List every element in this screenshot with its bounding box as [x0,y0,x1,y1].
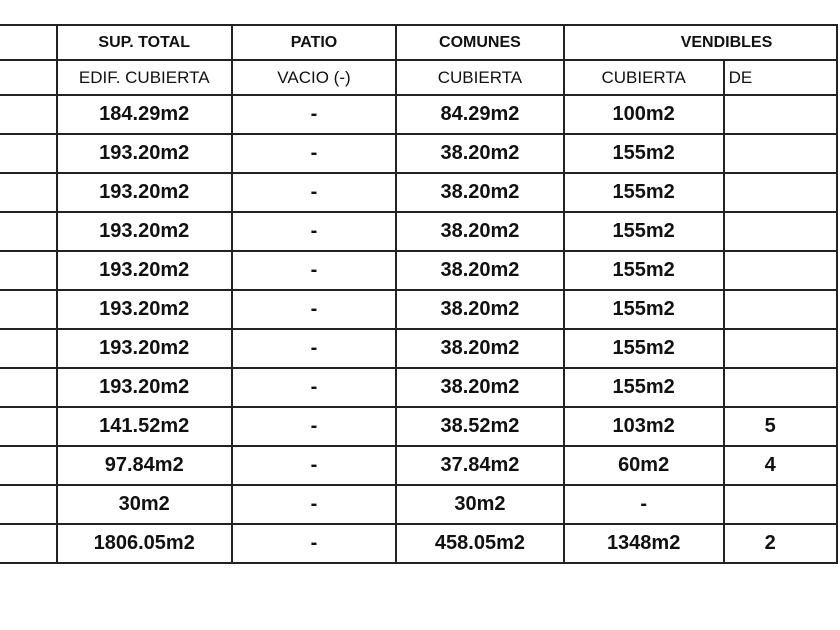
table-cell [722,328,839,369]
table-cell: 184.29m2 [55,94,233,135]
table-cell [0,328,58,369]
table-cell: DE [722,59,839,96]
table-cell [722,211,839,252]
table-cell: - [230,523,398,564]
table-cell: 155m2 [562,250,725,291]
table-cell: 60m2 [562,445,725,486]
table-cell: 2 [722,523,839,564]
table-cell: - [230,406,398,447]
table-cell [722,94,839,135]
table-cell [0,133,58,174]
table-cell [722,367,839,408]
table-cell [0,484,58,525]
table-cell: - [230,172,398,213]
table-cell [0,211,58,252]
table-row: 193.20m2-38.20m2 155m2 [0,133,839,174]
table-row: 97.84m2-37.84m2 60m2 4 [0,445,839,486]
table-row: 193.20m2-38.20m2 155m2 [0,250,839,291]
table-cell: 38.20m2 [395,133,565,174]
table-cell: 30m2 [55,484,233,525]
table-cell: 103m2 [562,406,725,447]
table-cell [0,250,58,291]
table-cell [0,24,58,61]
table-row: 193.20m2-38.20m2 155m2 [0,289,839,330]
table-cell [0,523,58,564]
table-cell: 97.84m2 [55,445,233,486]
table-cell: 38.20m2 [395,289,565,330]
table-cell: 38.20m2 [395,172,565,213]
table-cell: 1348m2 [562,523,725,564]
table-cell: VENDIBLES [562,24,839,61]
table-cell: VACIO (-) [230,59,398,96]
table-cell: 1806.05m2 [55,523,233,564]
table-row: 193.20m2-38.20m2 155m2 [0,328,839,369]
table-cell: - [230,250,398,291]
table-cell [0,172,58,213]
table-cell: 5 [722,406,839,447]
table-row: 193.20m2-38.20m2 155m2 [0,211,839,252]
table-cell [0,367,58,408]
table-cell: EDIF. CUBIERTA [55,59,233,96]
table-row: 184.29m2-84.29m2 100m2 [0,94,839,135]
table-row: 193.20m2-38.20m2 155m2 [0,172,839,213]
table-cell: - [230,289,398,330]
table-cell: 193.20m2 [55,172,233,213]
table-cell: CUBIERTA [395,59,565,96]
table-cell: 38.20m2 [395,250,565,291]
table-cell: 193.20m2 [55,367,233,408]
table-row: 30m2-30m2- [0,484,839,525]
table-cell [0,59,58,96]
table-cell: 193.20m2 [55,289,233,330]
header-row: SUP. TOTAL PATIO COMUNES VENDIBLES [0,24,839,61]
table-cell: 141.52m2 [55,406,233,447]
table-cell: - [230,445,398,486]
subheader-row: EDIF. CUBIERTA VACIO (-) CUBIERTA CUBIERTA D… [0,59,839,96]
table-cell [0,445,58,486]
table-cell: 38.20m2 [395,367,565,408]
table-cell: 37.84m2 [395,445,565,486]
table-cell: 155m2 [562,211,725,252]
table-cell: 458.05m2 [395,523,565,564]
table-cell [0,289,58,330]
table-cell: SUP. TOTAL [55,24,233,61]
surface-table: SUP. TOTAL PATIO COMUNES VENDIBLES EDIF. CUB… [0,24,839,564]
table-cell: 155m2 [562,172,725,213]
table-cell: - [230,133,398,174]
table-cell: 193.20m2 [55,250,233,291]
table-cell [722,133,839,174]
table-cell: PATIO [230,24,398,61]
table-cell [0,406,58,447]
table-cell: - [230,484,398,525]
table-cell: 193.20m2 [55,133,233,174]
table-cell: 38.20m2 [395,328,565,369]
table-cell: 100m2 [562,94,725,135]
table-cell: CUBIERTA [562,59,725,96]
table-row: 193.20m2-38.20m2 155m2 [0,367,839,408]
table-cell: 38.52m2 [395,406,565,447]
table-cell: COMUNES [395,24,565,61]
table-cell [0,94,58,135]
table-cell: 30m2 [395,484,565,525]
table-cell: - [230,328,398,369]
table-cell: 155m2 [562,367,725,408]
table-cell: 38.20m2 [395,211,565,252]
table-row: 1806.05m2-458.05m2 1348m2 2 [0,523,839,564]
table-cell: - [562,484,725,525]
table-cell: - [230,94,398,135]
table-cell [722,172,839,213]
table-cell [722,250,839,291]
table-cell: 193.20m2 [55,211,233,252]
table-cell: - [230,211,398,252]
table-cell: 84.29m2 [395,94,565,135]
table-cell: 155m2 [562,289,725,330]
table-cell: 155m2 [562,133,725,174]
table-cell [722,484,839,525]
table-cell [722,289,839,330]
table-cell: 4 [722,445,839,486]
table-cell: 155m2 [562,328,725,369]
table-cell: - [230,367,398,408]
table-cell: 193.20m2 [55,328,233,369]
table-row: 141.52m2-38.52m2 103m2 5 [0,406,839,447]
